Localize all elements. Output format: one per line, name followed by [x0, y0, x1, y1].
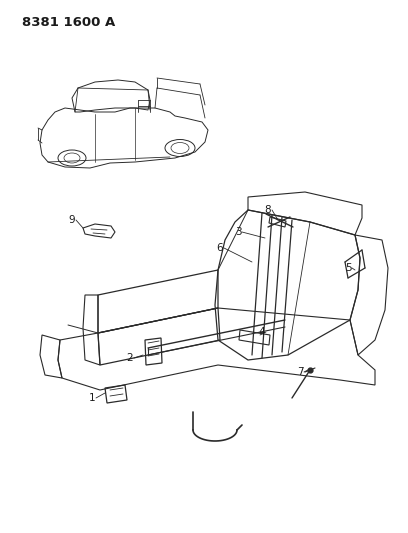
Text: 1: 1 — [89, 393, 95, 403]
Text: 6: 6 — [217, 243, 223, 253]
Text: 4: 4 — [259, 327, 265, 337]
Text: 8381 1600 A: 8381 1600 A — [22, 16, 115, 29]
Text: 8: 8 — [265, 205, 271, 215]
Text: 5: 5 — [345, 263, 351, 273]
Text: 9: 9 — [69, 215, 75, 225]
Text: 7: 7 — [297, 367, 303, 377]
Text: 2: 2 — [127, 353, 133, 363]
Text: 3: 3 — [235, 227, 241, 237]
